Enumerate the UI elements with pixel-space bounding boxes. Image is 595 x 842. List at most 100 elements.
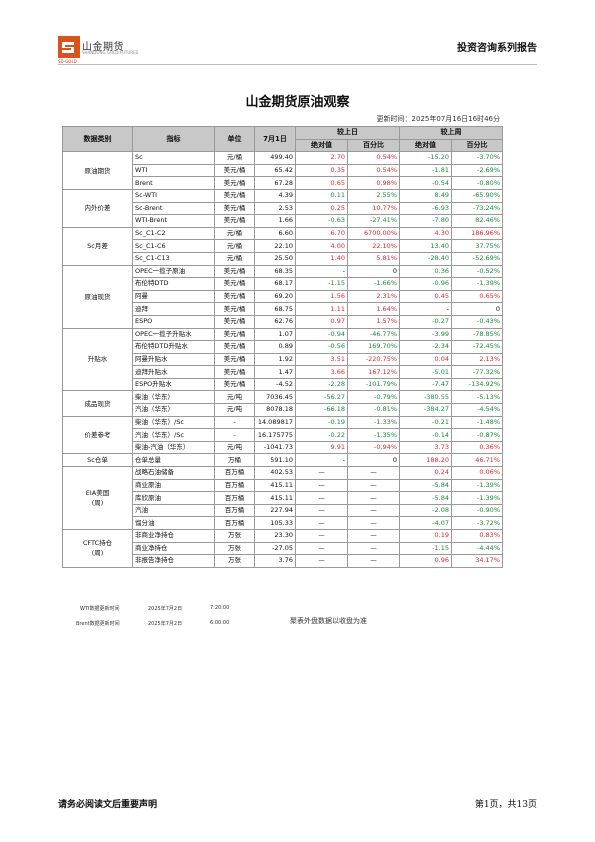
week-abs-cell: -5.84 [399,478,452,493]
table-subheader-row: 绝对值 百分比 绝对值 百分比 [63,138,503,153]
value-cell: 0.89 [254,340,296,354]
indicator-cell: 非报告净持仓 [132,554,215,568]
logo-mark-icon [58,36,80,58]
category-cell: 成品现货 [62,390,133,417]
value-cell: 14.089817 [254,415,296,430]
value-cell: 105.33 [254,516,296,530]
day-pct-cell: 2.31% [347,289,400,304]
day-pct-cell: — [347,466,400,480]
table-row: 非报告净持仓 万张 3.76— —0.96 34.17% [63,554,503,568]
header-divider [58,64,537,65]
week-abs-cell: 0.04 [399,352,452,367]
day-abs-cell: 4.00 [295,239,348,253]
week-pct-cell: -4.54% [451,403,503,417]
table-row: 内外价差 Sc-WTI 美元/桶 4.39 0.11 2.55% 8.49 -65.90% [62,188,503,228]
category-cell: 内外价差 [62,188,133,228]
indicator-cell: 迪拜 [132,302,215,316]
day-pct-cell: -1.33% [347,415,400,430]
unit-cell: 百万桶 [214,516,255,530]
day-pct-cell: 22.10% [347,239,400,253]
day-pct-cell: 0 [347,264,400,279]
day-abs-cell: -1.15 [295,277,348,291]
day-abs-cell: 0.35 [295,163,348,178]
value-cell: -1041.73 [254,440,296,455]
week-pct-cell: -134.92% [451,377,503,392]
unit-cell: - [214,428,255,442]
table-row: Brent 美元/桶 67.28 0.65 0.98% -0.54 -0.80% [63,176,503,190]
value-cell: 415.11 [254,491,296,505]
value-cell: 1.07 [254,327,296,342]
indicator-cell: ESPO升贴水 [132,377,215,392]
day-abs-cell: 3.51 [295,352,348,367]
day-pct-cell: -1.66% [347,277,400,291]
week-pct-cell: 46.71% [451,453,503,468]
day-abs-cell: 1.40 [295,251,348,266]
value-cell: 68.17 [254,277,296,291]
unit-cell: 万张 [214,529,255,543]
week-abs-cell: 0.96 [399,554,452,568]
unit-cell: 元/桶 [214,226,255,241]
day-abs-cell: -2.28 [295,377,348,392]
day-pct-cell: -46.77% [347,327,400,342]
indicator-cell: Sc [132,151,215,165]
week-pct-cell: 0.65% [451,289,503,304]
day-abs-cell: - [295,264,348,279]
indicator-cell: 仓单总量 [132,453,215,468]
day-pct-cell: -27.41% [347,214,400,228]
week-abs-cell: -7.47 [399,377,452,392]
sub-header-day-pct: 百分比 [347,138,400,153]
day-pct-cell: — [347,529,400,543]
week-pct-cell: -72.45% [451,340,503,354]
indicator-cell: 汽油（华东）/Sc [132,428,215,442]
sub-header-week-abs: 绝对值 [399,138,452,153]
logo-subtext: SHANDONG GOLD FUTURES [82,50,139,55]
week-pct-cell: 0 [451,302,503,316]
value-cell: -4.52 [254,377,296,392]
day-pct-cell: — [347,554,400,568]
value-cell: 591.10 [254,453,296,468]
table-row: 升贴水 OPEC一揽子升贴水 美元/桶 1.07 -0.94 -46.77% -3.99 -7… [62,327,503,392]
day-abs-cell: -0.22 [295,428,348,442]
indicator-cell: Sc_C1-C13 [132,251,215,266]
indicator-cell: 迪拜升贴水 [132,365,215,379]
table-row: CFTC持仓 (周) 非商业净持仓 万张 23.30— —0.19 0.83% [62,529,503,568]
sub-header-day-abs: 绝对值 [295,138,348,153]
week-abs-cell: -1.15 [399,541,452,556]
report-type: 投资咨询系列报告 [457,43,537,54]
week-pct-cell: 2.13% [451,352,503,367]
company-logo: 山金期货 SHANDONG GOLD FUTURES SD-GOLD [58,36,142,64]
day-pct-cell: — [347,503,400,518]
week-pct-cell: -78.85% [451,327,503,342]
day-abs-cell: -56.27 [295,390,348,405]
table-row: 迪拜升贴水 美元/桶 1.47 3.66 167.12% -5.01 -77.32% [63,365,503,379]
value-cell: 62.76 [254,314,296,329]
indicator-cell: 布伦特DTD [132,277,215,291]
day-pct-cell: -220.75% [347,352,400,367]
table-header-row: 数据类别 指标 单位 7月1日 较上日 较上周 [62,125,503,153]
value-cell: 23.30 [254,529,296,543]
day-pct-cell: 0 [347,453,400,468]
day-abs-cell: 2.70 [295,151,348,165]
category-cell: 升贴水 [62,327,133,392]
day-pct-cell: 1.64% [347,302,400,316]
day-abs-cell: — [295,503,348,518]
indicator-cell: 库欣原油 [132,491,215,505]
week-abs-cell: -2.34 [399,340,452,354]
indicator-cell: Sc_C1-C2 [132,226,215,241]
footnote-note: 聚表外盘数据以收盘为准 [290,617,367,625]
week-pct-cell: 82.46% [451,214,503,228]
unit-cell: 百万桶 [214,503,255,518]
day-pct-cell: 0.98% [347,176,400,190]
indicator-cell: OPEC一揽子升贴水 [132,327,215,342]
indicator-cell: Brent [132,176,215,190]
indicator-cell: 汽油（华东） [132,403,215,417]
week-pct-cell: -4.44% [451,541,503,556]
week-pct-cell: 0.83% [451,529,503,543]
day-abs-cell: -0.63 [295,214,348,228]
wti-update-label: WTI数据更新时间 [80,606,120,612]
week-pct-cell: -0.52% [451,264,503,279]
unit-cell: 元/吨 [214,390,255,405]
unit-cell: 美元/桶 [214,377,255,392]
day-pct-cell: -0.94% [347,440,400,455]
table-row: 商业原油 百万桶 415.11— — -5.84 -1.39% [63,478,503,493]
